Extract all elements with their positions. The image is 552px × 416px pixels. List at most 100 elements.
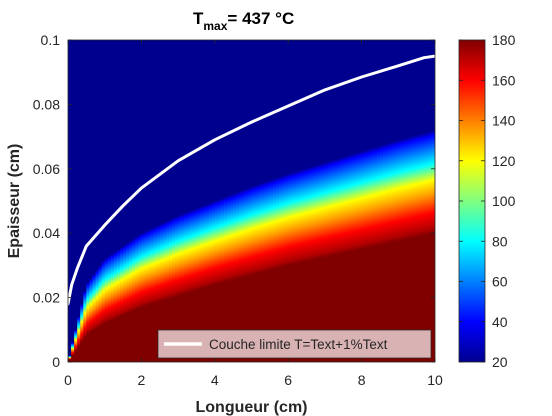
field-strip [425,132,430,362]
colorbar-ticks: 20 40 60 80 100 120 140 160 180 [459,32,516,370]
field-strip [236,191,240,362]
field-strip [110,253,115,362]
field-strip [126,242,130,362]
colorbar-gradient [459,40,485,362]
plot-frame [67,39,436,363]
field-strip [355,152,360,362]
field-strip [193,208,198,362]
field-strip [119,247,124,362]
field-strip [245,188,250,362]
field-strip [181,213,185,362]
field-strip [171,217,176,362]
field-strip [373,146,378,362]
x-tick-label: 0 [64,372,72,388]
field-strip [315,164,320,362]
legend-box [157,329,432,359]
field-strip [337,158,341,362]
x-axis: 0 2 4 6 8 10 [64,40,443,388]
field-strip [334,159,338,362]
field-strip [92,273,97,362]
field-strip [116,249,121,362]
field-strip [159,223,164,362]
field-strip [104,257,109,362]
field-strip [407,137,412,362]
field-strip [205,204,210,362]
field-strip [190,210,194,362]
y-tick-label: 0.04 [33,225,60,241]
field-strip [199,206,204,362]
y-tick-label: 0.08 [33,96,60,112]
field-strip [233,193,237,362]
field-strip [321,162,326,362]
field-strip [68,355,72,362]
field-strip [343,156,347,362]
field-strip [150,228,155,362]
field-strip [89,278,94,362]
field-strip [376,145,381,362]
colorbar-tick-label: 180 [492,32,516,48]
field-strip [282,175,286,362]
colorbar-tick-label: 80 [492,233,508,249]
field-strip [367,148,372,362]
field-strip [208,202,213,362]
boundary-layer-line [68,54,435,306]
colorbar-tick-label: 160 [492,72,516,88]
colorbar-tick-label: 20 [492,354,508,370]
y-axis-label: Epaisseur (cm) [6,144,23,259]
field-strip [352,153,357,362]
field-strip [392,141,396,362]
y-axis: 0 0.02 0.04 0.06 0.08 0.1 [33,32,435,370]
field-strip [239,190,243,362]
field-strip [202,205,207,362]
field-strip [306,167,311,362]
field-strip [175,216,179,362]
field-strip [184,212,188,362]
field-strip [386,143,390,362]
field-strip [285,174,289,362]
field-strip [312,165,317,362]
field-strip [303,168,308,362]
field-strip [217,199,222,362]
field-strip [214,200,219,362]
field-strip [297,170,302,362]
boundary-layer-layer [68,54,435,306]
field-strip [279,176,283,362]
field-strip [395,140,399,362]
field-strip [141,232,146,362]
field-strip [327,160,332,362]
x-tick-label: 8 [358,372,366,388]
field-strip [364,149,369,362]
field-strip [291,172,295,362]
field-strip [98,265,103,362]
field-strip [77,316,81,362]
field-strip [383,144,387,362]
field-strip [410,136,415,362]
field-strip [318,163,323,362]
field-strip [413,135,418,362]
field-strip [288,173,292,362]
field-strip [324,161,329,362]
field-strip [294,171,298,362]
field-strip [144,230,149,362]
field-strip [113,251,118,362]
plot-area [68,40,435,362]
field-strip [187,211,191,362]
field-strip [257,183,262,362]
field-strip [263,181,268,362]
field-strip [370,147,375,362]
field-strip [422,132,427,362]
colorbar-tick-label: 120 [492,153,516,169]
field-strip [156,225,161,362]
y-tick-label: 0.02 [33,290,60,306]
field-strip [251,185,256,362]
temperature-field [68,130,435,362]
field-strip [129,240,133,362]
field-strip [153,226,158,362]
chart-title-subscript: max [203,19,227,33]
field-strip [401,138,406,362]
field-strip [165,220,170,362]
field-strip [266,180,271,362]
field-strip [254,184,259,362]
y-tick-label: 0 [52,354,60,370]
